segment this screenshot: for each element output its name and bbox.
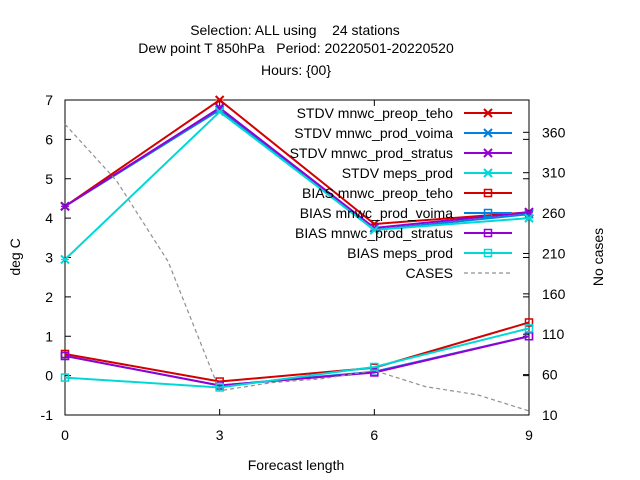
y-tick-label: 1	[45, 328, 53, 344]
chart-title: Selection: ALL using 24 stations Dew poi…	[138, 22, 454, 78]
legend-label: BIAS mnwc_prod_voima	[300, 205, 454, 221]
legend-item: BIAS mnwc_prod_voima	[300, 205, 512, 221]
data-point	[60, 351, 70, 361]
data-point	[60, 373, 70, 382]
x-axis-label: Forecast length	[248, 457, 345, 473]
y-axis-label: deg C	[7, 238, 23, 275]
y2-tick-label: 260	[542, 205, 566, 221]
data-point	[214, 95, 225, 105]
y-tick-label: 4	[45, 210, 53, 226]
legend-marker	[483, 228, 493, 238]
data-point	[524, 318, 534, 327]
legend-label: STDV mnwc_preop_teho	[297, 105, 454, 121]
x-tick-label: 6	[370, 427, 378, 443]
y2-tick-label: 310	[542, 165, 566, 181]
legend-label: BIAS meps_prod	[347, 245, 453, 261]
data-point	[369, 225, 380, 235]
x-tick-label: 9	[525, 427, 533, 443]
legend-label: BIAS mnwc_prod_stratus	[295, 225, 453, 241]
y2-tick-label: 10	[542, 407, 558, 423]
data-point	[60, 254, 70, 265]
legend-item: STDV meps_prod	[342, 165, 512, 181]
x-axis: 0 3 6 9	[61, 100, 533, 443]
y2-tick-label: 110	[542, 326, 565, 342]
y-tick-label: 6	[45, 131, 53, 147]
legend-item: BIAS mnwc_prod_stratus	[295, 225, 512, 241]
legend-item: BIAS mnwc_preop_teho	[302, 185, 512, 201]
series-layer	[60, 95, 534, 412]
legend-marker	[483, 168, 493, 178]
y-axis: -1 0 1 2 3 4 5 6 7	[41, 92, 529, 423]
series-line	[64, 110, 530, 261]
y2-axis: 10 60 110 160 210 260 310 360	[523, 124, 566, 423]
y-tick-label: 5	[45, 171, 53, 187]
chart-title-line-2: Dew point T 850hPa Period: 20220501-2022…	[138, 40, 454, 56]
y2-axis-label: No cases	[590, 228, 606, 286]
legend-marker	[483, 148, 493, 158]
y2-tick-label: 360	[542, 124, 566, 140]
series-2	[60, 103, 534, 233]
legend-marker	[483, 128, 493, 138]
chart-title-line-3: Hours: {00}	[261, 62, 331, 78]
y2-tick-label: 210	[542, 245, 566, 261]
series-7	[60, 324, 534, 392]
series-line	[64, 106, 530, 230]
series-line	[64, 98, 530, 226]
legend-label: CASES	[406, 265, 453, 281]
legend-marker	[483, 108, 493, 118]
x-tick-label: 0	[61, 427, 69, 443]
legend-label: BIAS mnwc_preop_teho	[302, 185, 453, 201]
legend-label: STDV mnwc_prod_voima	[294, 125, 453, 141]
data-point	[60, 201, 70, 212]
legend-item: CASES	[406, 265, 512, 281]
data-point	[524, 332, 534, 341]
y-tick-label: -1	[41, 407, 54, 423]
series-3	[60, 107, 534, 265]
series-line	[64, 327, 530, 389]
y2-tick-label: 60	[542, 367, 558, 383]
y2-tick-label: 160	[542, 286, 566, 302]
legend-item: STDV mnwc_prod_stratus	[290, 145, 512, 161]
data-point	[524, 213, 534, 223]
series-line	[64, 335, 530, 387]
legend-marker	[483, 208, 493, 218]
y-tick-label: 2	[45, 289, 53, 305]
series-8	[64, 123, 530, 412]
data-point	[370, 368, 379, 377]
y-tick-label: 0	[45, 368, 53, 384]
chart-title-line-1: Selection: ALL using 24 stations	[190, 22, 400, 38]
legend-marker	[483, 248, 493, 258]
legend-marker	[483, 188, 493, 198]
data-point	[370, 362, 379, 372]
y-tick-label: 3	[45, 250, 53, 266]
series-line	[64, 123, 530, 412]
legend: STDV mnwc_preop_teho STDV mnwc_prod_voima…	[290, 105, 512, 281]
legend-item: STDV mnwc_preop_teho	[297, 105, 512, 121]
data-point	[214, 107, 225, 117]
legend-label: STDV mnwc_prod_stratus	[290, 145, 453, 161]
legend-item: STDV mnwc_prod_voima	[294, 125, 512, 141]
legend-label: STDV meps_prod	[342, 165, 453, 181]
y-tick-label: 7	[45, 92, 53, 108]
legend-item: BIAS meps_prod	[347, 245, 512, 261]
data-point	[524, 324, 534, 333]
x-tick-label: 3	[216, 427, 224, 443]
series-line	[64, 321, 530, 383]
